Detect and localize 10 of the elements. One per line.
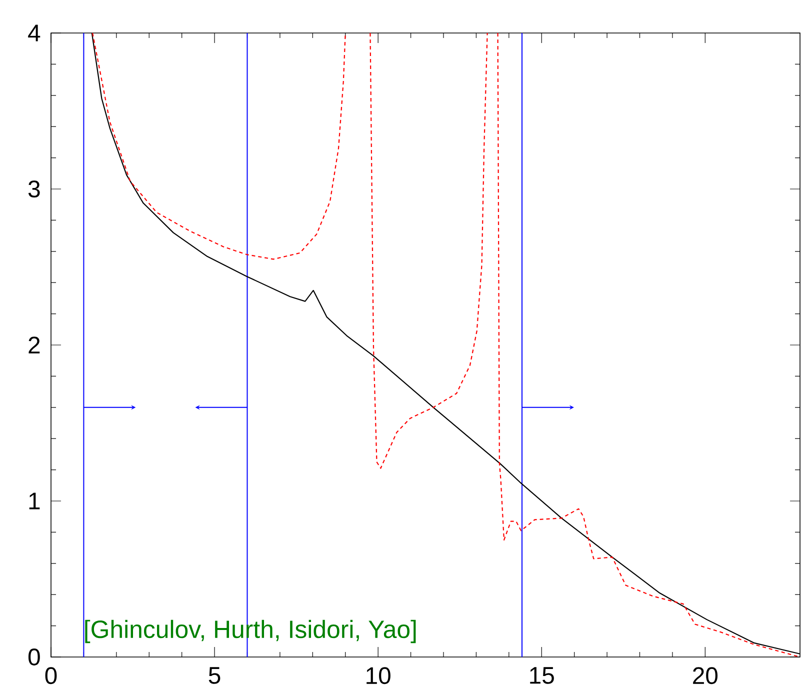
y-tick-label: 2 (28, 336, 40, 354)
y-tick-label: 1 (29, 492, 40, 510)
x-tick-label: 20 (693, 667, 718, 684)
x-tick-label: 0 (45, 667, 57, 684)
x-tick-label: 5 (208, 667, 220, 684)
y-tick-label: 0 (28, 648, 40, 666)
x-tick-label: 15 (530, 667, 554, 684)
y-tick-label: 3 (28, 180, 40, 198)
y-tick-label: 4 (28, 24, 40, 42)
x-tick-label: 10 (366, 667, 390, 684)
